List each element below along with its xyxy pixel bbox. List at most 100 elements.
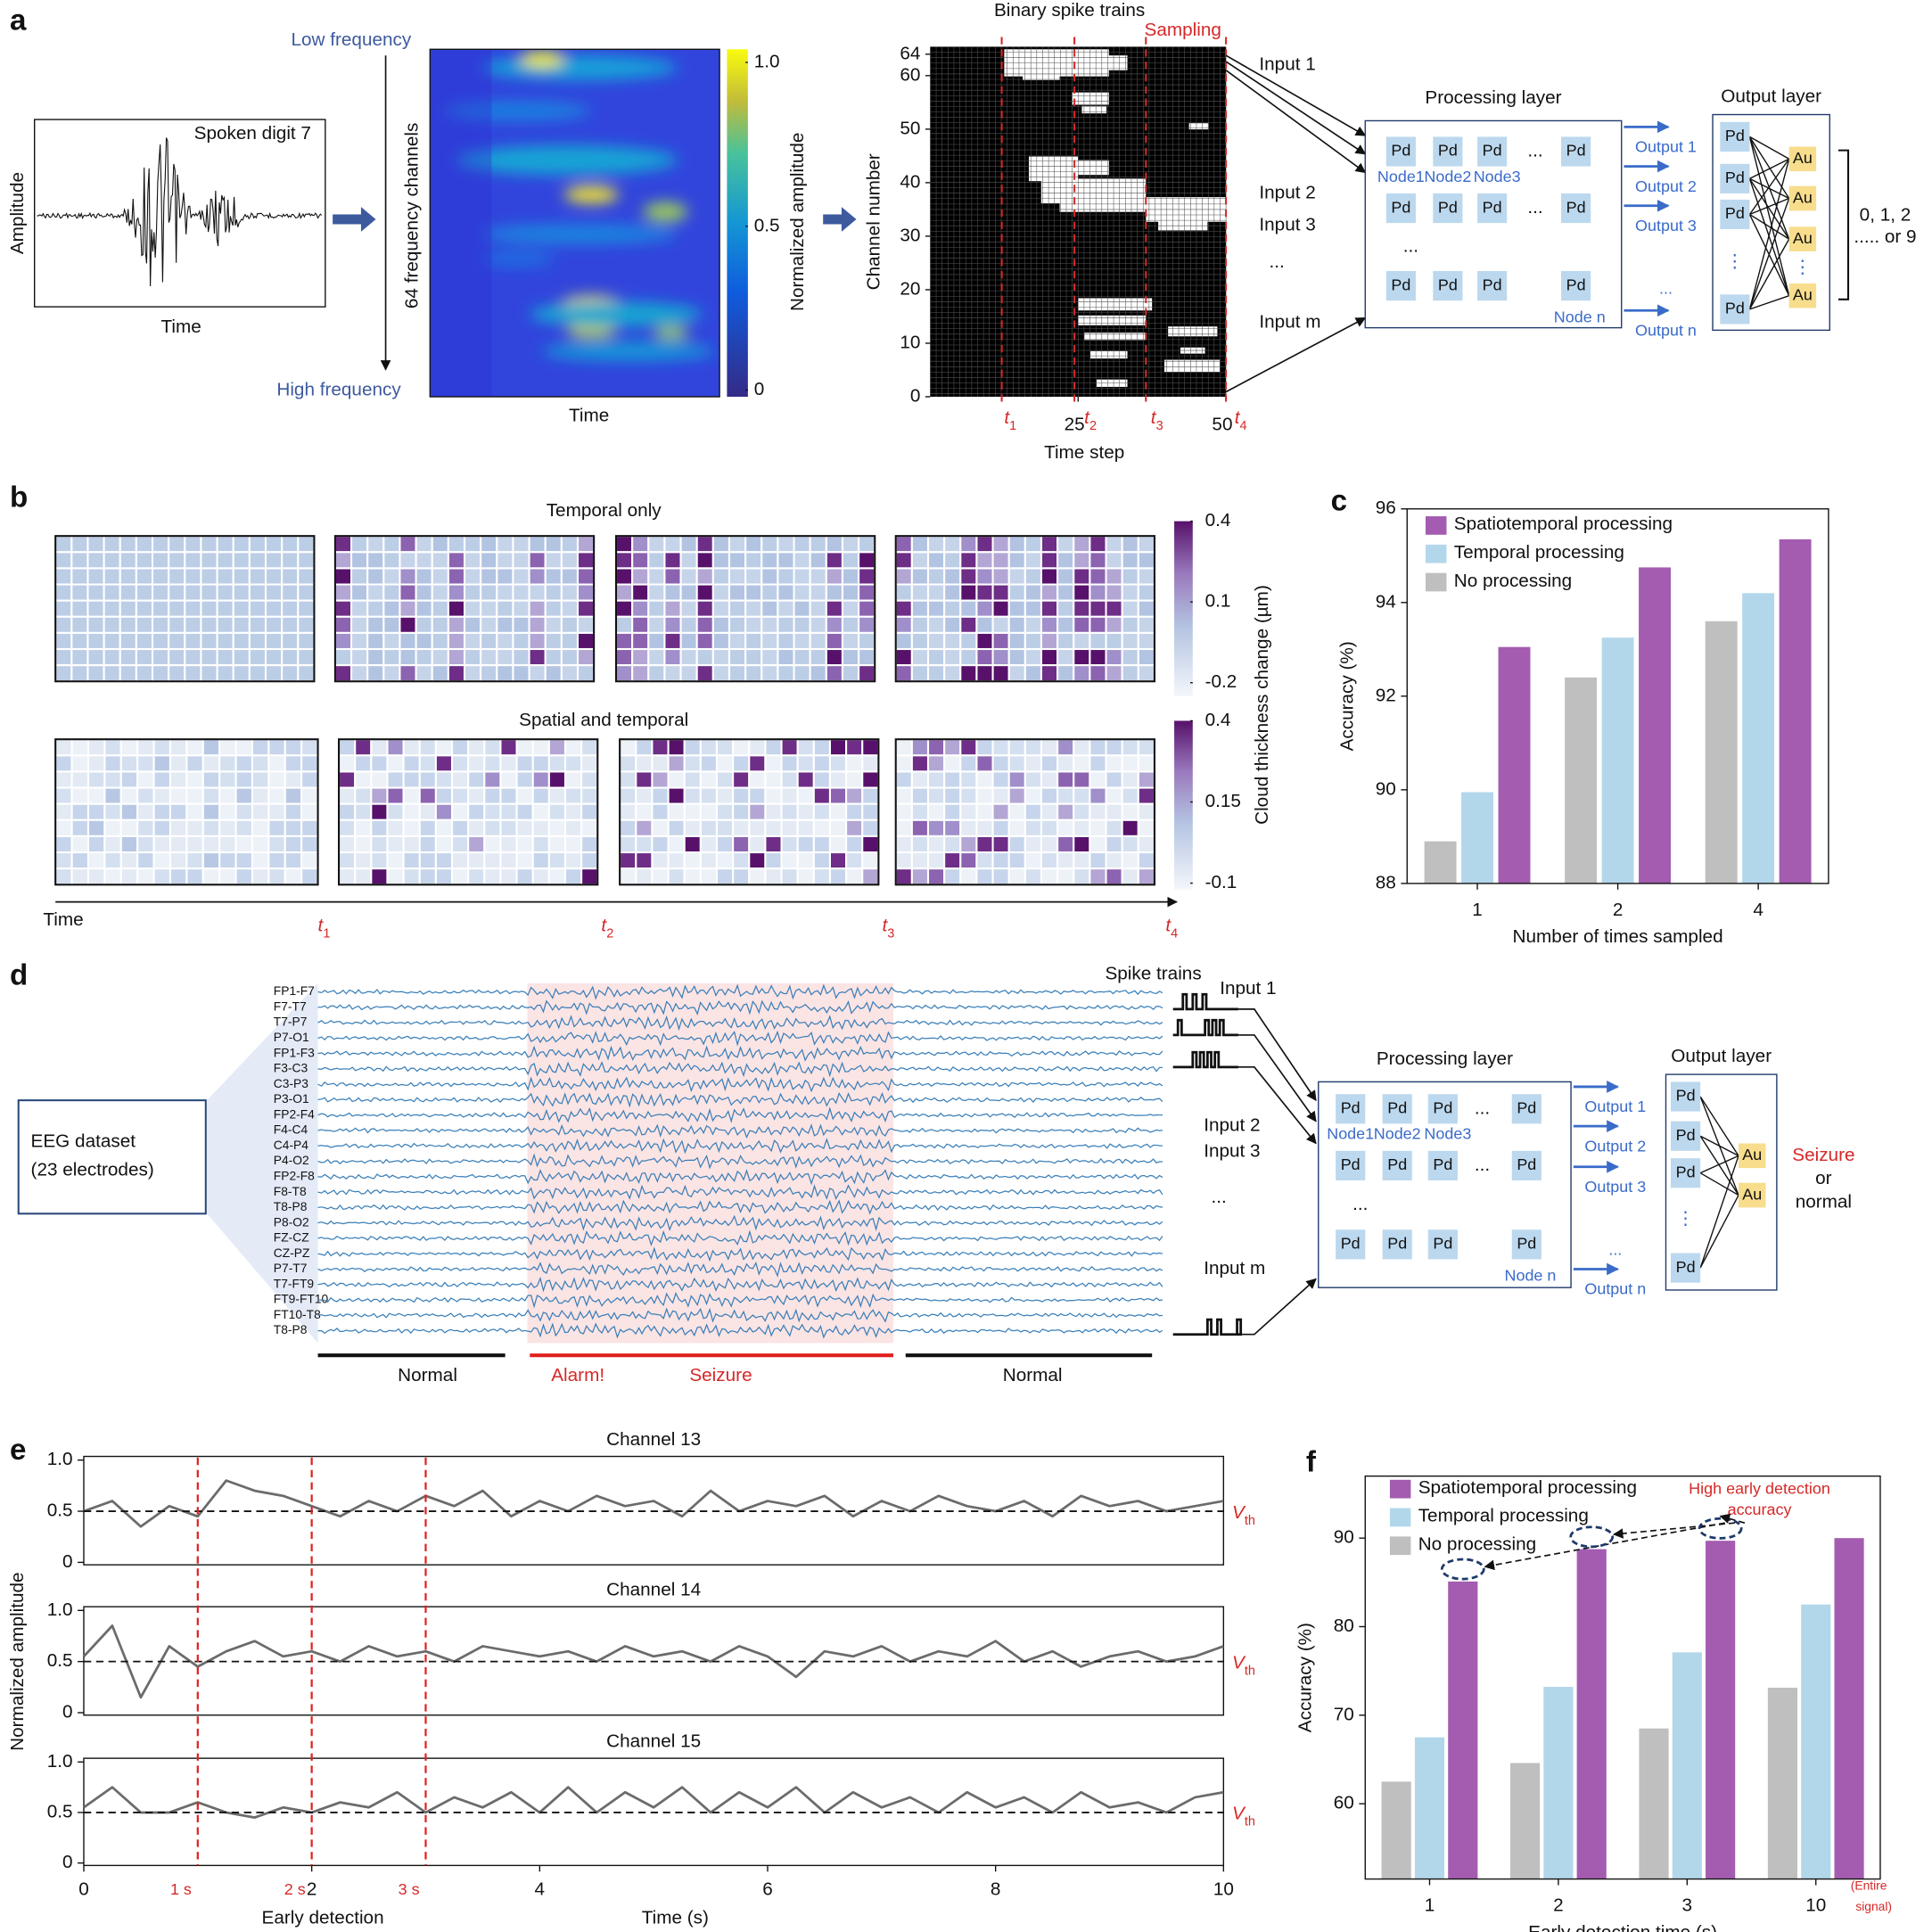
heatmap-cell	[679, 583, 698, 602]
node	[1385, 136, 1416, 167]
heatmap-cell	[560, 647, 580, 667]
y-tick-label: 96	[1376, 497, 1396, 518]
spike-train	[1172, 992, 1238, 1011]
heatmap-cell	[631, 551, 650, 570]
heatmap-cell	[232, 664, 251, 683]
heatmap-cell	[152, 738, 172, 757]
heatmap-cell	[1040, 851, 1059, 870]
sub: 4	[1240, 419, 1247, 433]
heatmap-cell	[748, 770, 767, 789]
heatmap-cell	[350, 615, 369, 634]
connection	[1699, 1135, 1739, 1156]
heatmap-cell	[695, 551, 714, 570]
spike-train	[1172, 1018, 1238, 1037]
eeg-trace	[317, 1091, 1163, 1108]
heatmap-cell	[975, 867, 994, 886]
heatmap-cell	[54, 551, 73, 570]
heatmap-cell	[959, 583, 978, 602]
node-label: Pd	[1725, 300, 1745, 317]
heatmap-cell	[168, 664, 186, 683]
heatmap-cell	[184, 615, 202, 634]
heatmap-cell	[297, 664, 316, 683]
node	[1427, 1150, 1458, 1180]
heatmap-cell	[284, 786, 303, 805]
heatmap-cell	[825, 647, 843, 667]
heatmap-cell	[218, 851, 237, 870]
heatmap-cell	[796, 851, 815, 870]
heatmap-cell	[483, 802, 502, 821]
heatmap-cell	[796, 834, 815, 854]
heatmap-cell	[483, 754, 502, 773]
label: Time	[161, 317, 201, 337]
heatmap-cell	[845, 851, 864, 870]
heatmap-cell	[1073, 599, 1091, 618]
heatmap-frame	[619, 738, 880, 886]
heatmap-cell	[434, 738, 454, 757]
heatmap-cell	[631, 647, 650, 667]
input-label: Input 2	[1204, 1115, 1260, 1136]
heatmap-cell	[300, 738, 319, 757]
heatmap-cell	[1105, 867, 1123, 886]
heatmap-cell	[399, 567, 417, 586]
heatmap-cell	[54, 867, 73, 886]
node-label: Pd	[1566, 275, 1586, 293]
heatmap-cell	[1137, 647, 1155, 667]
heatmap-cell	[1024, 647, 1043, 667]
x-tick-label: 10	[1805, 1895, 1826, 1915]
node	[1427, 1094, 1458, 1124]
heatmap-cell	[760, 567, 779, 586]
y-tick-label: 0	[910, 385, 921, 406]
heatmap-cell	[825, 615, 843, 634]
heatmap-cell	[382, 599, 401, 618]
heatmap-cell	[663, 631, 682, 651]
heatmap-cell	[1024, 754, 1043, 773]
heatmap-cell	[1056, 818, 1075, 837]
heatmap-cell	[70, 567, 89, 586]
heatmap-cell	[70, 551, 89, 570]
heatmap-cell	[651, 786, 670, 805]
heatmap-cell	[764, 770, 783, 789]
node-label: Pd	[1676, 1126, 1696, 1144]
blob	[520, 50, 564, 69]
heatmap-cell	[1007, 583, 1026, 602]
heatmap-cell	[926, 567, 946, 586]
heatmap-cell	[338, 738, 357, 757]
heatmap-cell	[200, 615, 218, 634]
heatmap-cell	[695, 583, 714, 602]
heatmap-cell	[910, 786, 930, 805]
heatmap-cell	[1056, 647, 1075, 667]
heatmap-cell	[683, 851, 702, 870]
heatmap-cell	[563, 754, 583, 773]
input-label: ...	[1269, 251, 1284, 272]
heatmap-cell	[699, 770, 719, 789]
highlight	[1698, 1517, 1743, 1540]
node-label: Pd	[1483, 275, 1502, 293]
heatmap-cell	[480, 664, 498, 683]
heatmap-cell	[1024, 738, 1043, 757]
heatmap-cell	[200, 599, 218, 618]
heatmap-frame	[54, 535, 316, 683]
heatmap-cell	[431, 664, 449, 683]
heatmap-cell	[631, 615, 650, 634]
heatmap-cell	[1121, 770, 1139, 789]
heatmap-cell	[667, 754, 686, 773]
heatmap-cell	[1056, 834, 1075, 854]
heatmap-cell	[711, 535, 731, 554]
heatmap-cell	[764, 851, 783, 870]
heatmap-cell	[284, 851, 303, 870]
heatmap-cell	[910, 631, 930, 651]
bar	[1461, 792, 1494, 884]
sampling-label: t2	[1084, 407, 1097, 432]
input-arrow	[1237, 1065, 1317, 1145]
heatmap-cell	[218, 770, 237, 789]
heatmap-cell	[1105, 567, 1123, 586]
heatmap-cell	[1121, 631, 1139, 651]
x-tick-label: 2	[307, 1879, 317, 1899]
label: Time step	[1044, 442, 1124, 463]
heatmap-cell	[251, 770, 270, 789]
heatmap-cell	[354, 851, 373, 870]
heatmap-cell	[580, 867, 599, 886]
chart-title: Channel 15	[606, 1731, 701, 1752]
heatmap-cell	[168, 631, 186, 651]
output-label: Output n	[1584, 1280, 1646, 1298]
